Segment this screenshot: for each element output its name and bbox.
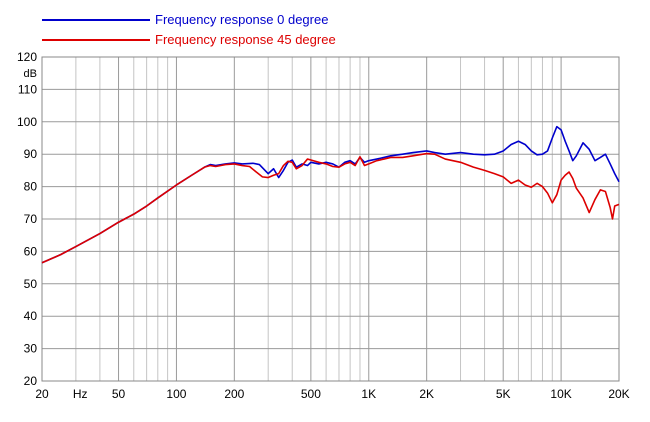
y-tick-label: 100 bbox=[17, 115, 37, 129]
x-tick-label: 5K bbox=[496, 387, 511, 401]
y-tick-label: 40 bbox=[24, 309, 38, 323]
x-tick-label: 20 bbox=[35, 387, 49, 401]
x-tick-label: 2K bbox=[419, 387, 434, 401]
y-tick-label: 90 bbox=[24, 147, 38, 161]
y-axis-labels: 20 30 40 50 60 70 80 90 100 110 120 bbox=[17, 50, 37, 388]
y-tick-label: 60 bbox=[24, 244, 38, 258]
legend-label: Frequency response 45 degree bbox=[155, 32, 336, 47]
x-tick-label: 200 bbox=[224, 387, 244, 401]
x-tick-label: 50 bbox=[112, 387, 126, 401]
x-tick-label: 10K bbox=[550, 387, 571, 401]
series-line-0-degree bbox=[41, 125, 620, 264]
plot-frame bbox=[41, 56, 620, 382]
y-tick-label: 120 bbox=[17, 50, 37, 64]
legend: Frequency response 0 degree Frequency res… bbox=[42, 12, 336, 47]
x-tick-label: 100 bbox=[166, 387, 186, 401]
y-tick-label: 30 bbox=[24, 342, 38, 356]
series-line-45-degree bbox=[41, 152, 620, 264]
x-axis-unit-label: Hz bbox=[73, 387, 88, 401]
x-tick-label: 1K bbox=[361, 387, 376, 401]
x-tick-label: 20K bbox=[608, 387, 629, 401]
x-tick-label: 500 bbox=[301, 387, 321, 401]
y-tick-label: 110 bbox=[18, 82, 37, 96]
y-tick-label: 80 bbox=[24, 180, 38, 194]
y-tick-label: 20 bbox=[24, 374, 38, 388]
y-axis-unit-label: dB bbox=[24, 68, 37, 80]
y-tick-label: 50 bbox=[24, 277, 38, 291]
series-layer bbox=[41, 125, 620, 264]
major-grid bbox=[41, 56, 620, 382]
legend-label: Frequency response 0 degree bbox=[155, 12, 328, 27]
x-axis-labels: 20 50 100 200 500 1K 2K 5K 10K 20K Hz bbox=[35, 387, 629, 401]
y-tick-label: 70 bbox=[24, 212, 38, 226]
